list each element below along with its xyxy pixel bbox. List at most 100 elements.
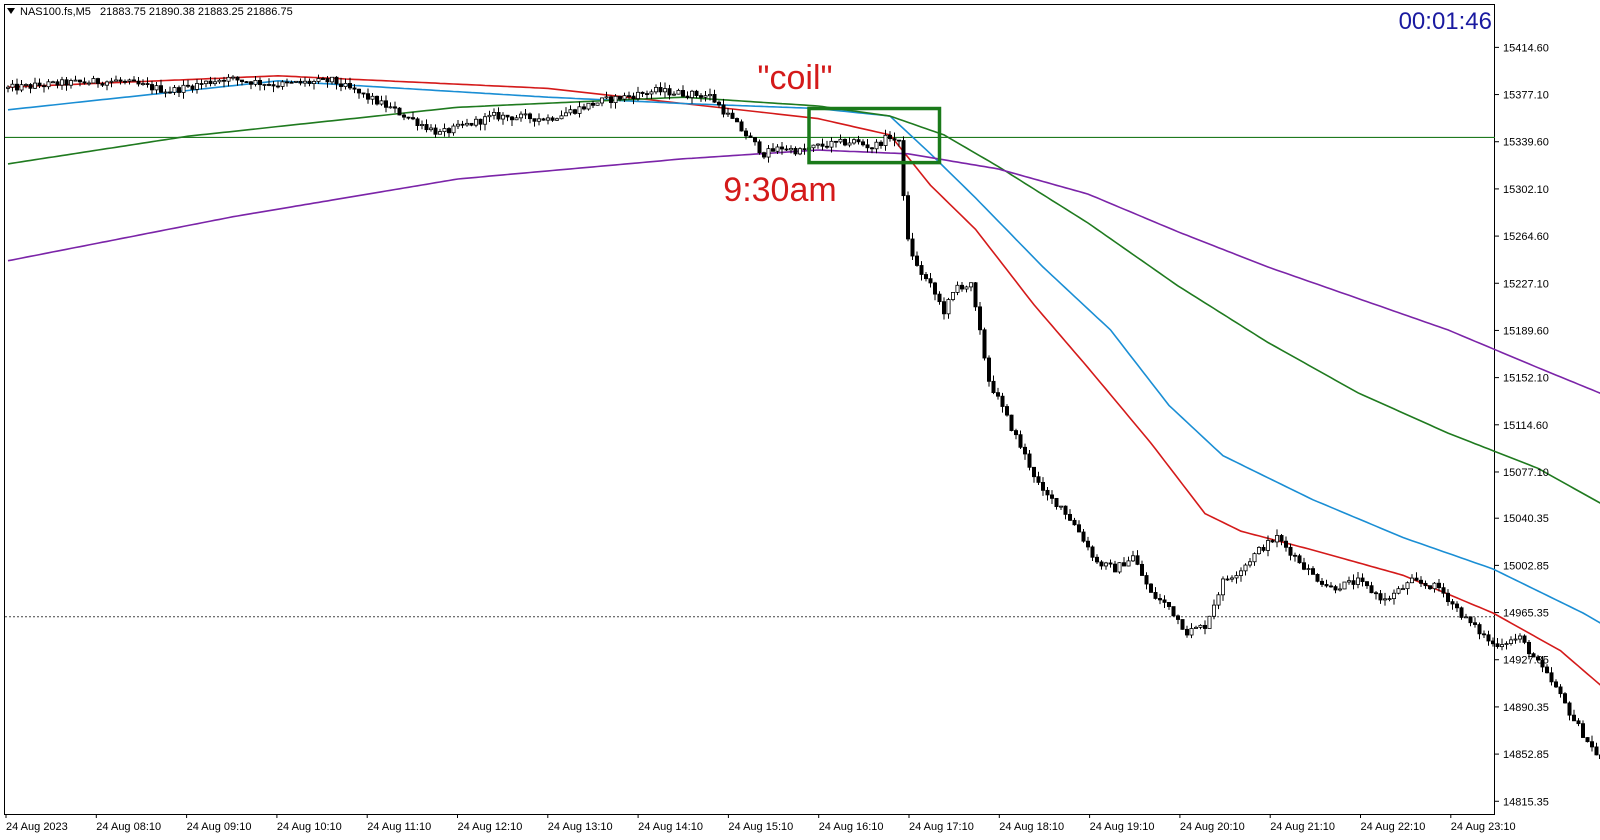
candle [1041, 477, 1046, 496]
x-tick-label: 24 Aug 15:10 [728, 821, 793, 833]
candle [478, 118, 483, 131]
candle [1135, 550, 1140, 566]
candle [955, 281, 960, 296]
candle [906, 191, 911, 242]
candle [1270, 539, 1275, 543]
y-tick-label: 15377.10 [1503, 90, 1549, 102]
candle [1347, 576, 1352, 585]
candle [573, 108, 578, 115]
candle [374, 95, 379, 106]
candle [654, 84, 659, 95]
candle [1162, 595, 1167, 608]
x-tick-label: 24 Aug 20:10 [1180, 821, 1245, 833]
candle [874, 139, 879, 154]
candle [1176, 614, 1181, 625]
candle [320, 76, 325, 80]
candle [118, 77, 123, 85]
candle [1284, 536, 1289, 552]
candle [469, 122, 474, 127]
candle [334, 76, 339, 90]
candle [284, 78, 289, 87]
x-tick-label: 24 Aug 11:10 [367, 821, 431, 833]
candle [1153, 587, 1158, 600]
y-tick-label: 15414.60 [1503, 42, 1549, 54]
candle [1464, 613, 1469, 619]
candle [1563, 692, 1568, 704]
candle [1288, 543, 1293, 561]
candle [1045, 487, 1050, 501]
candle [1477, 622, 1482, 640]
candle [1522, 634, 1527, 645]
candle [181, 80, 186, 99]
candle [271, 80, 276, 93]
candle [325, 76, 330, 88]
price-axis: 15414.60 15377.10 15339.60 15302.10 15264.60… [1495, 42, 1549, 808]
candle [753, 137, 758, 146]
coil-box [807, 106, 942, 165]
candle [1068, 509, 1073, 522]
candle [613, 94, 618, 109]
candle [550, 116, 555, 122]
candle [946, 297, 951, 319]
candle [1077, 520, 1082, 533]
time-axis: 24 Aug 2023 24 Aug 08:10 24 Aug 09:10 24 Au… [5, 814, 1516, 833]
candle [1324, 579, 1329, 588]
candle [622, 92, 627, 102]
candle [699, 93, 704, 102]
x-tick-label: 24 Aug 19:10 [1090, 821, 1155, 833]
candle [167, 86, 172, 94]
candle [379, 95, 384, 106]
coil-rectangle[interactable] [807, 106, 942, 165]
candle [1252, 552, 1257, 566]
candle [712, 89, 717, 103]
y-tick-label: 15264.60 [1503, 231, 1549, 243]
candle [1095, 554, 1100, 564]
candle [1410, 574, 1415, 584]
candle [1311, 566, 1316, 575]
y-tick-label: 15077.10 [1503, 467, 1549, 479]
candle [91, 75, 96, 84]
candle [1387, 595, 1392, 602]
candle [464, 118, 469, 127]
candle [1194, 625, 1199, 629]
candle [1378, 590, 1383, 604]
candle [829, 137, 834, 153]
candle [275, 81, 280, 89]
candle [1099, 560, 1104, 570]
candle [1225, 575, 1230, 581]
candle [230, 75, 235, 81]
candle [1329, 582, 1334, 588]
candle [1468, 616, 1473, 627]
candle [915, 251, 920, 267]
candle [996, 387, 1001, 400]
candle [203, 80, 208, 88]
candle [172, 84, 177, 96]
candle [1221, 576, 1226, 601]
candle [208, 76, 213, 87]
candle [1185, 625, 1190, 638]
candle-timer: 00:01:46 [1399, 8, 1492, 35]
candle [838, 134, 843, 144]
candle [1545, 664, 1550, 674]
candle [1585, 737, 1590, 743]
x-tick-label: 24 Aug 12:10 [458, 821, 523, 833]
candle [361, 92, 366, 98]
candle [302, 77, 307, 87]
candle [1000, 392, 1005, 413]
candle [410, 111, 415, 121]
candle [658, 82, 663, 96]
candle [505, 114, 510, 122]
candle [523, 108, 528, 120]
candle [1338, 583, 1343, 592]
candle [217, 78, 222, 84]
candle [973, 282, 978, 311]
candle [1594, 742, 1599, 756]
candle [798, 147, 803, 156]
candle [149, 80, 154, 95]
candle [667, 84, 672, 100]
candle [1315, 573, 1320, 583]
candle [1441, 583, 1446, 598]
chart-menu-triangle-icon[interactable] [7, 8, 15, 14]
